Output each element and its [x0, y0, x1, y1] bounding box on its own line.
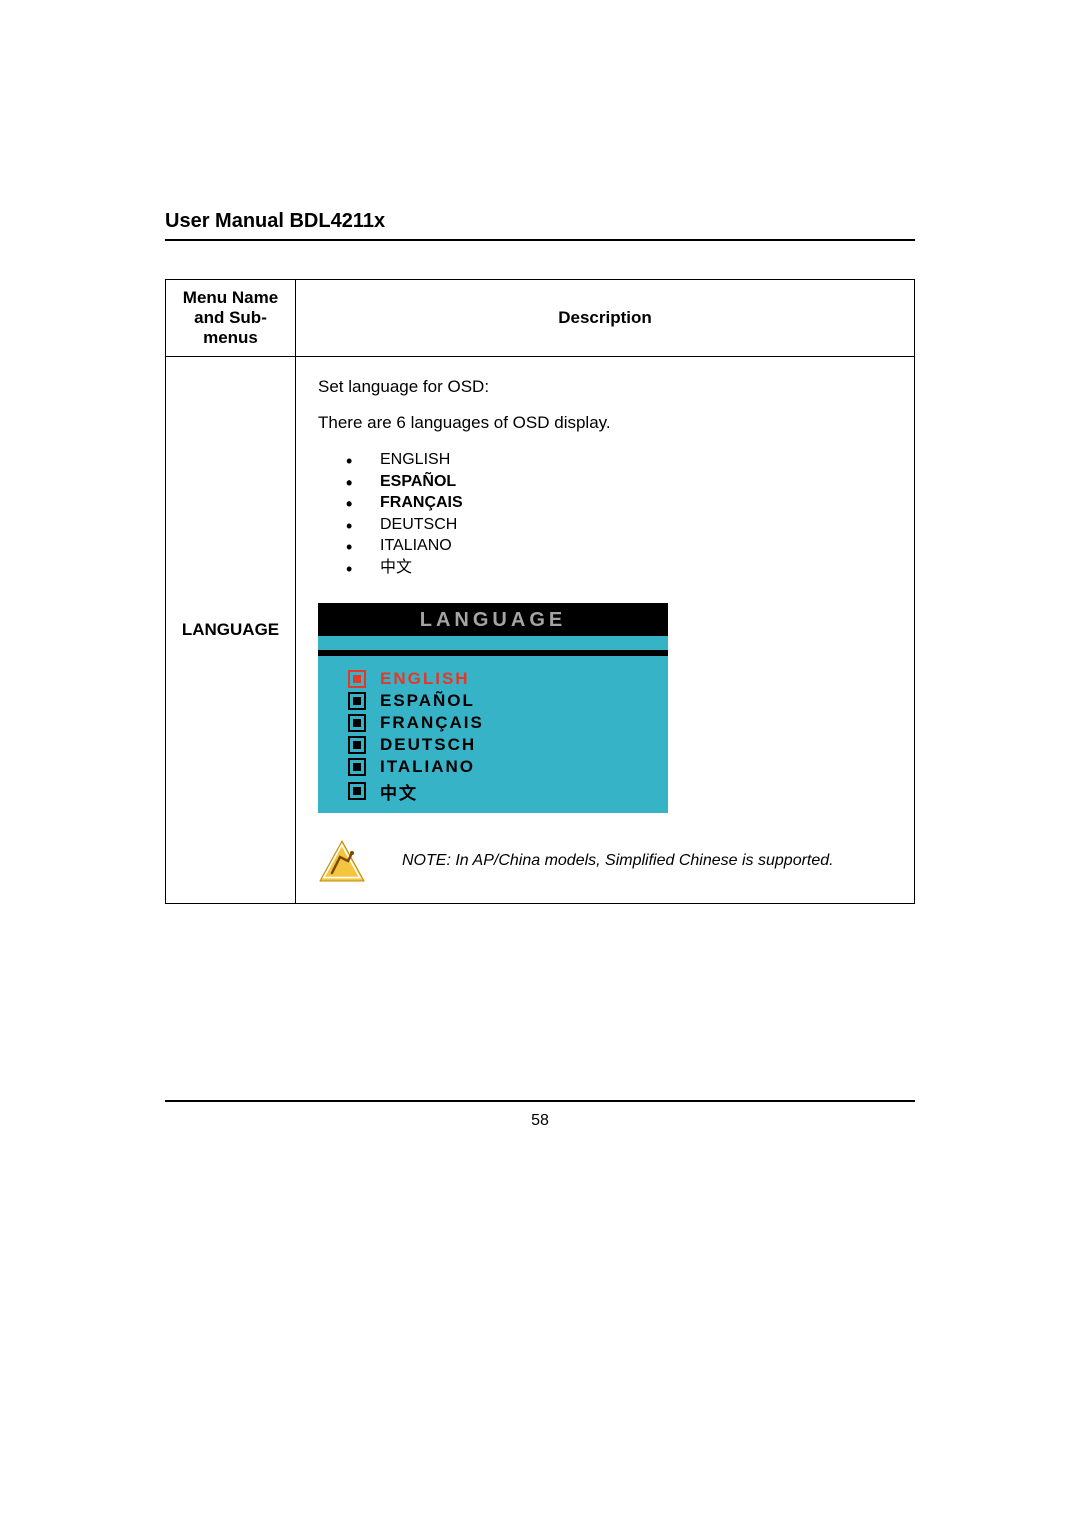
osd-screenshot: LANGUAGE ENGLISH ESPAÑOL	[318, 603, 668, 813]
osd-radio-icon	[348, 670, 366, 688]
osd-separator-bar	[318, 636, 668, 650]
osd-radio-icon	[348, 782, 366, 800]
osd-item: 中文	[318, 778, 668, 805]
page-footer: 58	[165, 1100, 915, 1130]
osd-item-label: ITALIANO	[380, 757, 475, 777]
table-header-menu: Menu Name and Sub-menus	[166, 280, 296, 357]
osd-item-label: DEUTSCH	[380, 735, 476, 755]
osd-item-label: FRANÇAIS	[380, 713, 484, 733]
osd-item-label: ENGLISH	[380, 669, 470, 689]
osd-item: ESPAÑOL	[318, 690, 668, 712]
note-text: NOTE: In AP/China models, Simplified Chi…	[402, 852, 834, 870]
list-item: ITALIANO	[346, 535, 892, 557]
osd-radio-icon	[348, 714, 366, 732]
osd-radio-icon	[348, 736, 366, 754]
osd-item: ENGLISH	[318, 668, 668, 690]
footer-rule	[165, 1100, 915, 1102]
description-cell: Set language for OSD: There are 6 langua…	[296, 357, 915, 904]
osd-item-label: ESPAÑOL	[380, 691, 475, 711]
table-header-description: Description	[296, 280, 915, 357]
list-item: ENGLISH	[346, 449, 892, 471]
note-row: NOTE: In AP/China models, Simplified Chi…	[318, 839, 892, 883]
osd-item: FRANÇAIS	[318, 712, 668, 734]
osd-radio-icon	[348, 758, 366, 776]
osd-radio-icon	[348, 692, 366, 710]
language-bullet-list: ENGLISH ESPAÑOL FRANÇAIS DEUTSCH ITALIAN…	[346, 449, 892, 579]
menu-name-cell: LANGUAGE	[166, 357, 296, 904]
list-item: ESPAÑOL	[346, 471, 892, 493]
osd-title: LANGUAGE	[318, 603, 668, 636]
page-number: 58	[531, 1112, 549, 1129]
table-row: LANGUAGE Set language for OSD: There are…	[166, 357, 915, 904]
document-title: User Manual BDL4211x	[165, 210, 915, 241]
menu-description-table: Menu Name and Sub-menus Description LANG…	[165, 279, 915, 904]
list-item: 中文	[346, 557, 892, 579]
osd-item-label: 中文	[380, 779, 418, 804]
osd-item: ITALIANO	[318, 756, 668, 778]
desc-intro-2: There are 6 languages of OSD display.	[318, 413, 892, 433]
list-item: FRANÇAIS	[346, 492, 892, 514]
desc-intro-1: Set language for OSD:	[318, 377, 892, 397]
osd-body: ENGLISH ESPAÑOL FRANÇAIS	[318, 656, 668, 813]
document-page: User Manual BDL4211x Menu Name and Sub-m…	[165, 210, 915, 904]
osd-item: DEUTSCH	[318, 734, 668, 756]
warning-icon	[318, 839, 366, 883]
list-item: DEUTSCH	[346, 514, 892, 536]
